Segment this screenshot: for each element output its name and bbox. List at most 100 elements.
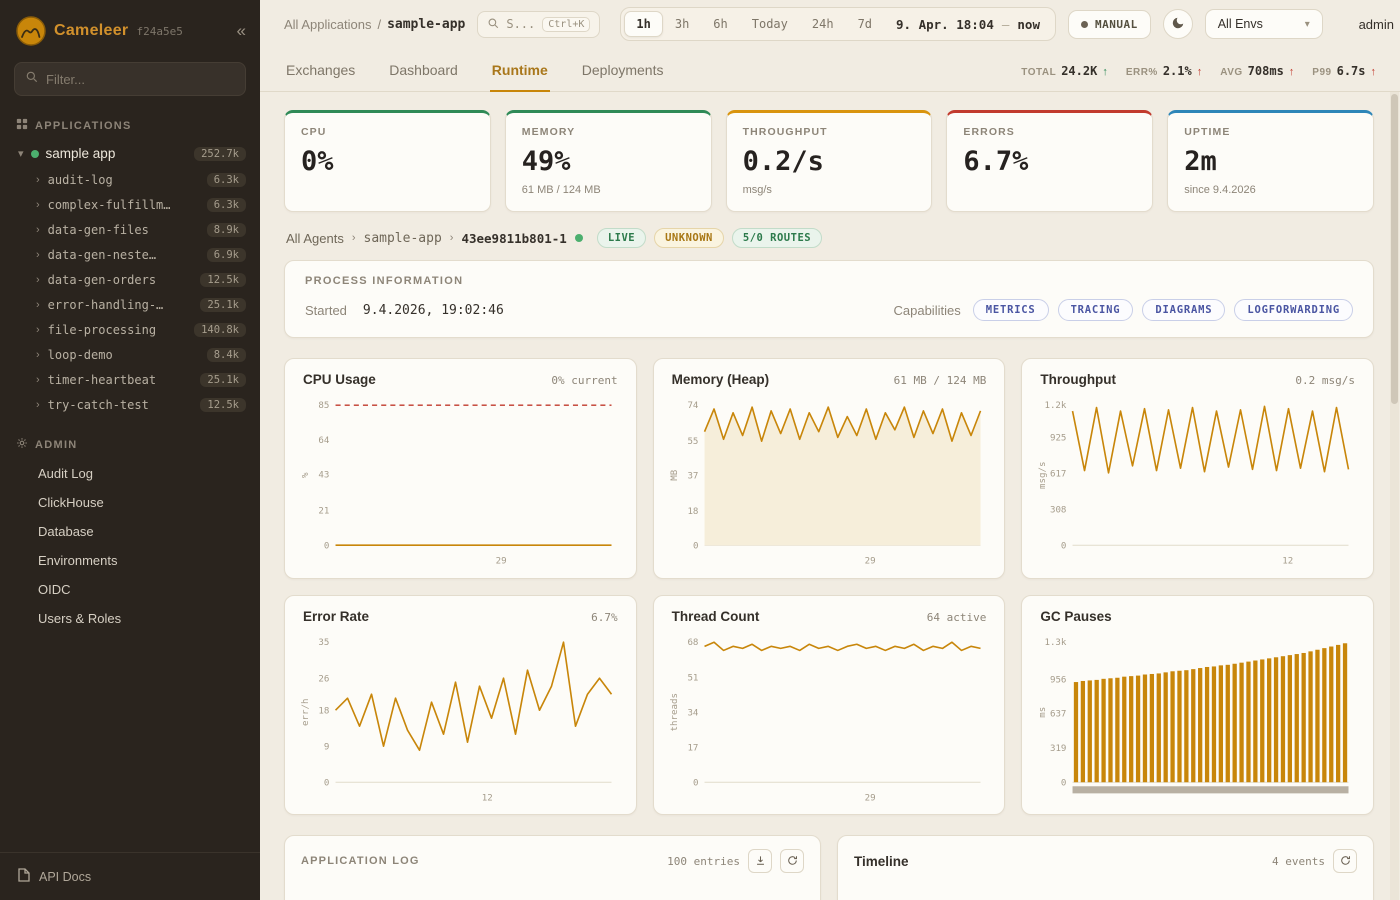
svg-text:308: 308 xyxy=(1050,505,1066,515)
environment-select[interactable]: All Envs ▾ xyxy=(1204,9,1323,39)
svg-text:err/h: err/h xyxy=(301,698,311,725)
svg-text:0: 0 xyxy=(1061,541,1067,551)
search-placeholder: S... xyxy=(506,17,536,31)
chart-title: Throughput xyxy=(1040,372,1117,387)
count-badge: 8.4k xyxy=(206,347,246,362)
applications-grid-icon xyxy=(16,118,28,133)
sidebar-item-file-processing[interactable]: › file-processing 140.8k xyxy=(0,317,260,342)
application-tree: › audit-log 6.3k › complex-fulfillm… 6.3k › dat… xyxy=(0,167,260,417)
capabilities-label: Capabilities xyxy=(893,302,961,318)
svg-text:74: 74 xyxy=(687,401,698,411)
svg-text:37: 37 xyxy=(687,471,698,481)
sidebar-item-timer-heartbeat[interactable]: › timer-heartbeat 25.1k xyxy=(0,367,260,392)
refresh-log-button[interactable] xyxy=(780,849,804,874)
sidebar-item-database[interactable]: Database xyxy=(38,524,94,539)
breadcrumb-agent-app[interactable]: sample-app xyxy=(363,230,442,246)
dark-mode-toggle[interactable] xyxy=(1162,9,1193,39)
chart-title: GC Pauses xyxy=(1040,608,1112,624)
manual-refresh-button[interactable]: MANUAL xyxy=(1067,9,1151,39)
chart-plot: 85 64 43 21 0% 29 xyxy=(301,401,612,566)
capabilities-pills: METRICS TRACING DIAGRAMS LOGFORWARDING xyxy=(972,299,1353,321)
build-version: f24a5e5 xyxy=(136,24,183,38)
svg-text:43: 43 xyxy=(318,470,329,480)
sidebar-item-complex-fulfillm[interactable]: › complex-fulfillm… 6.3k xyxy=(0,192,260,217)
svg-text:12: 12 xyxy=(482,793,493,803)
time-range-7d[interactable]: 7d xyxy=(846,11,884,37)
sidebar-item-sample-app[interactable]: ▾ sample app 252.7k xyxy=(0,140,260,167)
svg-text:%: % xyxy=(301,472,311,478)
time-range-today[interactable]: Today xyxy=(740,11,800,37)
svg-text:21: 21 xyxy=(318,507,329,517)
bottom-panels: APPLICATION LOG 100 entries xyxy=(284,835,1374,900)
date-from: 9. Apr. 18:04 xyxy=(896,16,994,32)
chart-plot: 1.2k 925 617 308 0 msg/s 12 xyxy=(1038,401,1350,566)
user-name[interactable]: admin xyxy=(1358,16,1394,32)
sidebar-item-loop-demo[interactable]: › loop-demo 8.4k xyxy=(0,342,260,367)
sidebar-item-error-handling[interactable]: › error-handling-… 25.1k xyxy=(0,292,260,317)
chevron-right-icon: › xyxy=(36,248,40,261)
app-name: sample app xyxy=(45,146,116,161)
sidebar-item-audit-log[interactable]: Audit Log xyxy=(38,466,93,481)
sidebar-collapse-icon[interactable]: « xyxy=(236,21,246,40)
page-content: CPU 0% MEMORY 49% 61 MB / 124 MB THROUGHPUT 0.… xyxy=(260,92,1400,900)
sidebar-item-environments[interactable]: Environments xyxy=(38,553,118,568)
chevron-right-icon: › xyxy=(36,298,40,311)
sidebar-item-oidc[interactable]: OIDC xyxy=(38,582,71,597)
chart-stat: 0.2 msg/s xyxy=(1295,374,1355,387)
tab-exchanges[interactable]: Exchanges xyxy=(286,62,356,78)
svg-text:29: 29 xyxy=(864,793,875,803)
svg-text:threads: threads xyxy=(670,693,680,731)
agent-status-badges: LIVE UNKNOWN 5/0 ROUTES xyxy=(596,228,823,248)
logo-row: Cameleer f24a5e5 « xyxy=(0,0,260,58)
sidebar-item-clickhouse[interactable]: ClickHouse xyxy=(38,495,104,510)
status-badge-unknown: UNKNOWN xyxy=(654,228,724,248)
tab-deployments[interactable]: Deployments xyxy=(581,62,664,78)
svg-text:1.2k: 1.2k xyxy=(1045,401,1067,411)
svg-text:1.3k: 1.3k xyxy=(1045,638,1067,648)
chart-plot: 35 26 18 9 0 err/h 12 xyxy=(301,638,613,803)
time-range-24h[interactable]: 24h xyxy=(800,11,846,37)
started-value: 9.4.2026, 19:02:46 xyxy=(362,302,504,318)
global-search-button[interactable]: S... Ctrl+K xyxy=(477,10,601,38)
sidebar-item-data-gen-orders[interactable]: › data-gen-orders 12.5k xyxy=(0,267,260,292)
moon-icon xyxy=(1171,16,1185,33)
time-range-6h[interactable]: 6h xyxy=(701,11,739,37)
stat-total: TOTAL 24.2K ↑ xyxy=(1021,64,1108,78)
scrollbar-thumb[interactable] xyxy=(1391,94,1398,404)
count-badge: 25.1k xyxy=(200,297,246,312)
breadcrumb-all-agents[interactable]: All Agents xyxy=(286,230,344,246)
tab-list: Exchanges Dashboard Runtime Deployments xyxy=(284,52,665,92)
chevron-right-icon: › xyxy=(36,198,40,211)
count-badge: 25.1k xyxy=(200,372,246,387)
time-range-3h[interactable]: 3h xyxy=(663,11,701,37)
stat-avg: AVG 708ms ↑ xyxy=(1220,64,1295,78)
metric-card-memory: MEMORY 49% 61 MB / 124 MB xyxy=(504,110,712,212)
svg-text:925: 925 xyxy=(1050,433,1066,443)
sidebar-item-data-gen-files[interactable]: › data-gen-files 8.9k xyxy=(0,217,260,242)
tabs-bar: Exchanges Dashboard Runtime Deployments TOT… xyxy=(260,48,1400,92)
svg-text:0: 0 xyxy=(324,778,330,788)
topbar: All Applications / sample-app S... Ctrl+… xyxy=(260,0,1400,48)
svg-text:17: 17 xyxy=(687,743,698,753)
sidebar-item-api-docs[interactable]: API Docs xyxy=(0,852,260,900)
count-badge: 252.7k xyxy=(194,146,246,161)
chart-stat: 61 MB / 124 MB xyxy=(893,374,987,387)
sidebar-item-try-catch-test[interactable]: › try-catch-test 12.5k xyxy=(0,392,260,417)
tab-dashboard[interactable]: Dashboard xyxy=(389,62,458,78)
download-log-button[interactable] xyxy=(748,849,772,874)
metric-cards-row: CPU 0% MEMORY 49% 61 MB / 124 MB THROUGHPUT 0.… xyxy=(284,110,1374,212)
sidebar-item-users-roles[interactable]: Users & Roles xyxy=(38,611,122,626)
metric-card-cpu: CPU 0% xyxy=(284,110,491,212)
charts-grid: CPU Usage 0% current 85 64 43 21 0% 29 Memory (H… xyxy=(284,358,1374,816)
svg-text:MB: MB xyxy=(670,469,680,480)
chart-error-rate: Error Rate 6.7% 35 26 18 9 0 err/h 12 xyxy=(284,594,637,816)
sidebar-item-audit-log[interactable]: › audit-log 6.3k xyxy=(0,167,260,192)
filter-input[interactable] xyxy=(46,71,235,87)
tab-runtime[interactable]: Runtime xyxy=(489,52,550,92)
time-range-1h[interactable]: 1h xyxy=(624,11,663,37)
application-log-panel: APPLICATION LOG 100 entries xyxy=(284,835,821,900)
scrollbar[interactable] xyxy=(1390,92,1399,900)
sidebar-item-data-gen-neste[interactable]: › data-gen-neste… 6.9k xyxy=(0,242,260,267)
refresh-timeline-button[interactable] xyxy=(1333,849,1357,874)
breadcrumb-all-applications[interactable]: All Applications xyxy=(284,16,372,32)
